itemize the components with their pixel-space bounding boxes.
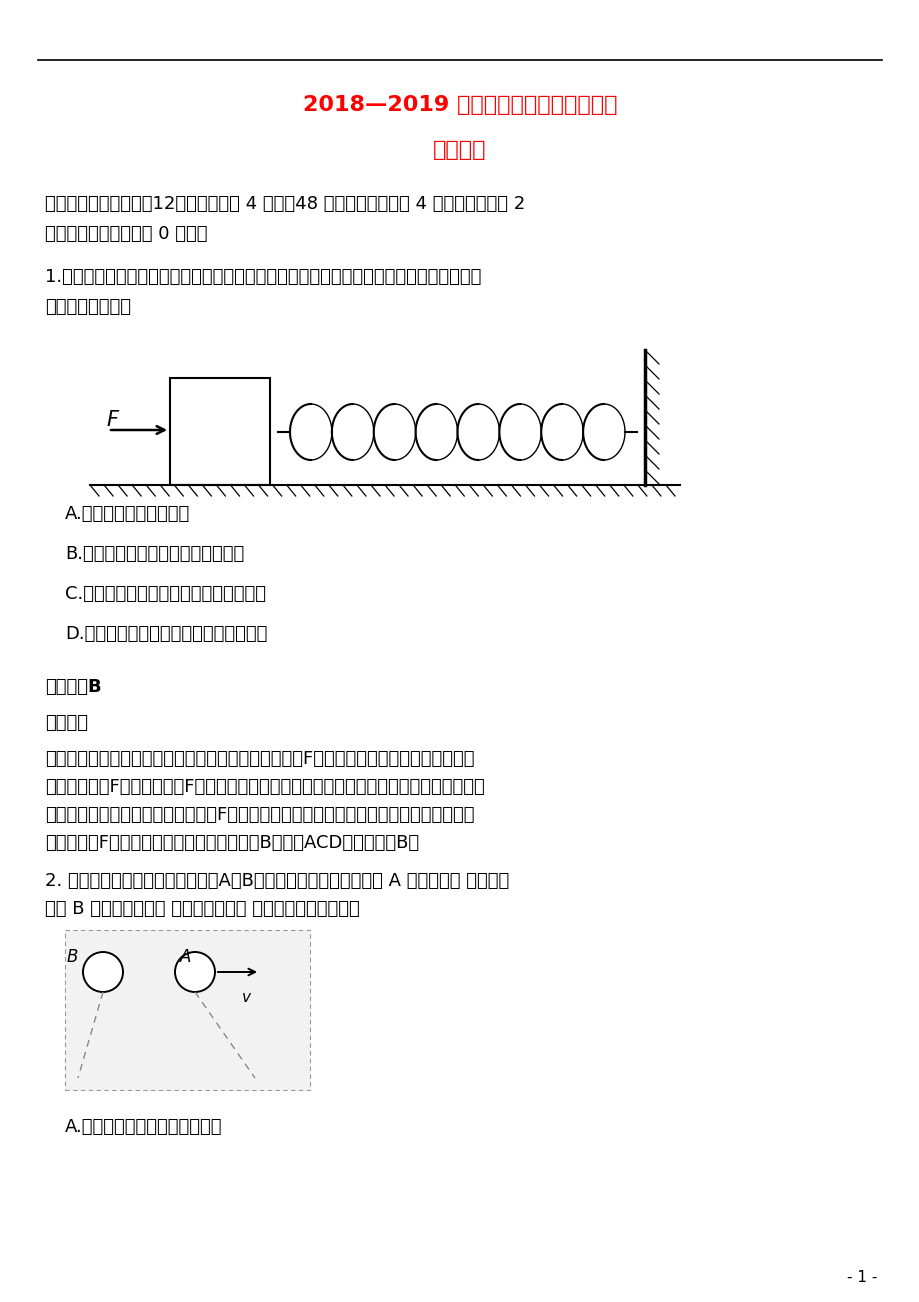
Text: A.　木块立即做减速运动: A. 木块立即做减速运动: [65, 505, 190, 523]
Circle shape: [175, 952, 215, 992]
Text: 1.如图所示，一木块在光滑水平面上受一恒力ｆ作用，前方固定一足够长的弹簧，则当木块: 1.如图所示，一木块在光滑水平面上受一恒力ｆ作用，前方固定一足够长的弹簧，则当木…: [45, 268, 481, 286]
Text: 一、选择题　（本题全12小题，每小题 4 分，全48 分。全部选对的得 4 分，选不全的得 2: 一、选择题 （本题全12小题，每小题 4 分，全48 分。全部选对的得 4 分，…: [45, 195, 525, 214]
Text: 力先小于恒力F，后大于恒力F，木块所受的合力方向先向右后向左，则木块先做加速运动，: 力先小于恒力F，后大于恒力F，木块所受的合力方向先向右后向左，则木块先做加速运动…: [45, 779, 484, 796]
Text: 接触弹簧后（　）: 接触弹簧后（ ）: [45, 298, 130, 316]
Text: 后做减速运动，当弹力大小等于恒力F时，木块的速度为最大値。当弹簧压缩量最大时，弹: 后做减速运动，当弹力大小等于恒力F时，木块的速度为最大値。当弹簧压缩量最大时，弹: [45, 806, 474, 824]
Text: D.　弹簧压缩量最大时，木块加速度为零: D. 弹簧压缩量最大时，木块加速度为零: [65, 625, 267, 643]
Text: A: A: [180, 948, 191, 966]
Text: A.　两球的速度变化快慢不相同: A. 两球的速度变化快慢不相同: [65, 1118, 222, 1137]
Bar: [170, 378, 269, 486]
Text: C.　当ｆ等于弹簧弹力时，木块速度最小: C. 当ｆ等于弹簧弹力时，木块速度最小: [65, 585, 266, 603]
Text: v: v: [242, 990, 251, 1005]
Text: 小球 B 开始自由下落， 两球均未落地。 不计空气阻力，则（）: 小球 B 开始自由下落， 两球均未落地。 不计空气阻力，则（）: [45, 900, 359, 918]
Text: - 1 -: - 1 -: [845, 1269, 876, 1285]
Circle shape: [83, 952, 123, 992]
Text: 2. 如图所示，两个质量相等的小球A、B处在同一水平线上，当小球 A 被水平抛出 的同时，: 2. 如图所示，两个质量相等的小球A、B处在同一水平线上，当小球 A 被水平抛出…: [45, 872, 509, 891]
Text: 2018—2019 学年度高三上学期期中考试: 2018—2019 学年度高三上学期期中考试: [302, 95, 617, 115]
Bar: [65, 930, 310, 1090]
Text: 【答案】B: 【答案】B: [45, 678, 101, 697]
Text: B: B: [66, 948, 78, 966]
Text: B.　木块在一段时间内速度仍可增大: B. 木块在一段时间内速度仍可增大: [65, 546, 244, 562]
Text: 分，有选错或不答的得 0 分。）: 分，有选错或不答的得 0 分。）: [45, 225, 208, 243]
Text: 力大于恒力F，合力向左，加速度大于零，故B正确，ACD错误。故选B。: 力大于恒力F，合力向左，加速度大于零，故B正确，ACD错误。故选B。: [45, 835, 419, 852]
Text: 【解析】: 【解析】: [45, 713, 88, 732]
Text: 【详解】当木块接触弹簧后，水平方向受到向右的恒力F和弹簧水平向左的弹力。弹簧的弹: 【详解】当木块接触弹簧后，水平方向受到向右的恒力F和弹簧水平向左的弹力。弹簧的弹: [45, 750, 474, 768]
Text: 物理试卷: 物理试卷: [433, 141, 486, 160]
Text: F: F: [106, 410, 118, 430]
